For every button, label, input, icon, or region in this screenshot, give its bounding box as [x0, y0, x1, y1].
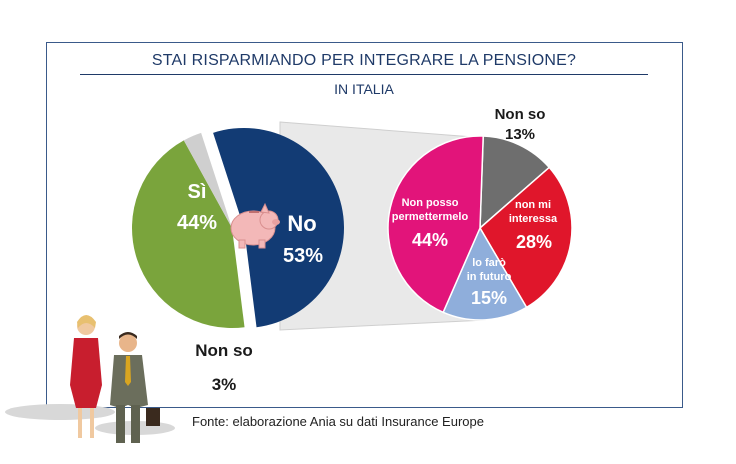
source-note: Fonte: elaborazione Ania su dati Insuran…	[192, 414, 484, 429]
slice-label: in futuro	[467, 271, 512, 283]
slice-label: lo farò	[472, 257, 506, 269]
slice-value: 15%	[471, 288, 507, 308]
main-pie-slice	[183, 132, 232, 228]
main-pie-slice	[213, 127, 345, 328]
slice-value: 3%	[212, 375, 237, 394]
slice-label: Sì	[188, 181, 207, 203]
breakdown-pie-slice	[479, 135, 551, 230]
slice-value: 13%	[505, 126, 535, 143]
breakdown-pie-slice	[442, 226, 528, 321]
slice-value: 44%	[412, 230, 448, 250]
main-pie: No 53% Sì 44% Non so 3%	[132, 127, 345, 394]
main-pie-slice	[132, 140, 245, 328]
breakdown-pie-slice	[479, 166, 573, 309]
slice-value: 44%	[177, 212, 217, 234]
business-people-illustration	[5, 315, 175, 443]
breakdown-pie: Non so 13% non mi interessa 28% lo farò in fut…	[387, 106, 573, 321]
slice-label: permettermelo	[392, 211, 469, 223]
slice-label: interessa	[509, 213, 558, 225]
slice-label: No	[287, 211, 316, 236]
slice-value: 53%	[283, 245, 323, 267]
chart-subtitle: IN ITALIA	[334, 81, 394, 97]
slice-label: Non so	[195, 341, 253, 360]
piggy-bank-icon	[230, 202, 280, 249]
slice-label: non mi	[515, 199, 551, 211]
title-divider	[80, 74, 648, 75]
chart-title: STAI RISPARMIANDO PER INTEGRARE LA PENSI…	[151, 52, 577, 69]
breakdown-pie-slice	[387, 135, 484, 314]
slice-label: Non so	[495, 106, 546, 123]
slice-label: Non posso	[402, 197, 459, 209]
slice-value: 28%	[516, 232, 552, 252]
